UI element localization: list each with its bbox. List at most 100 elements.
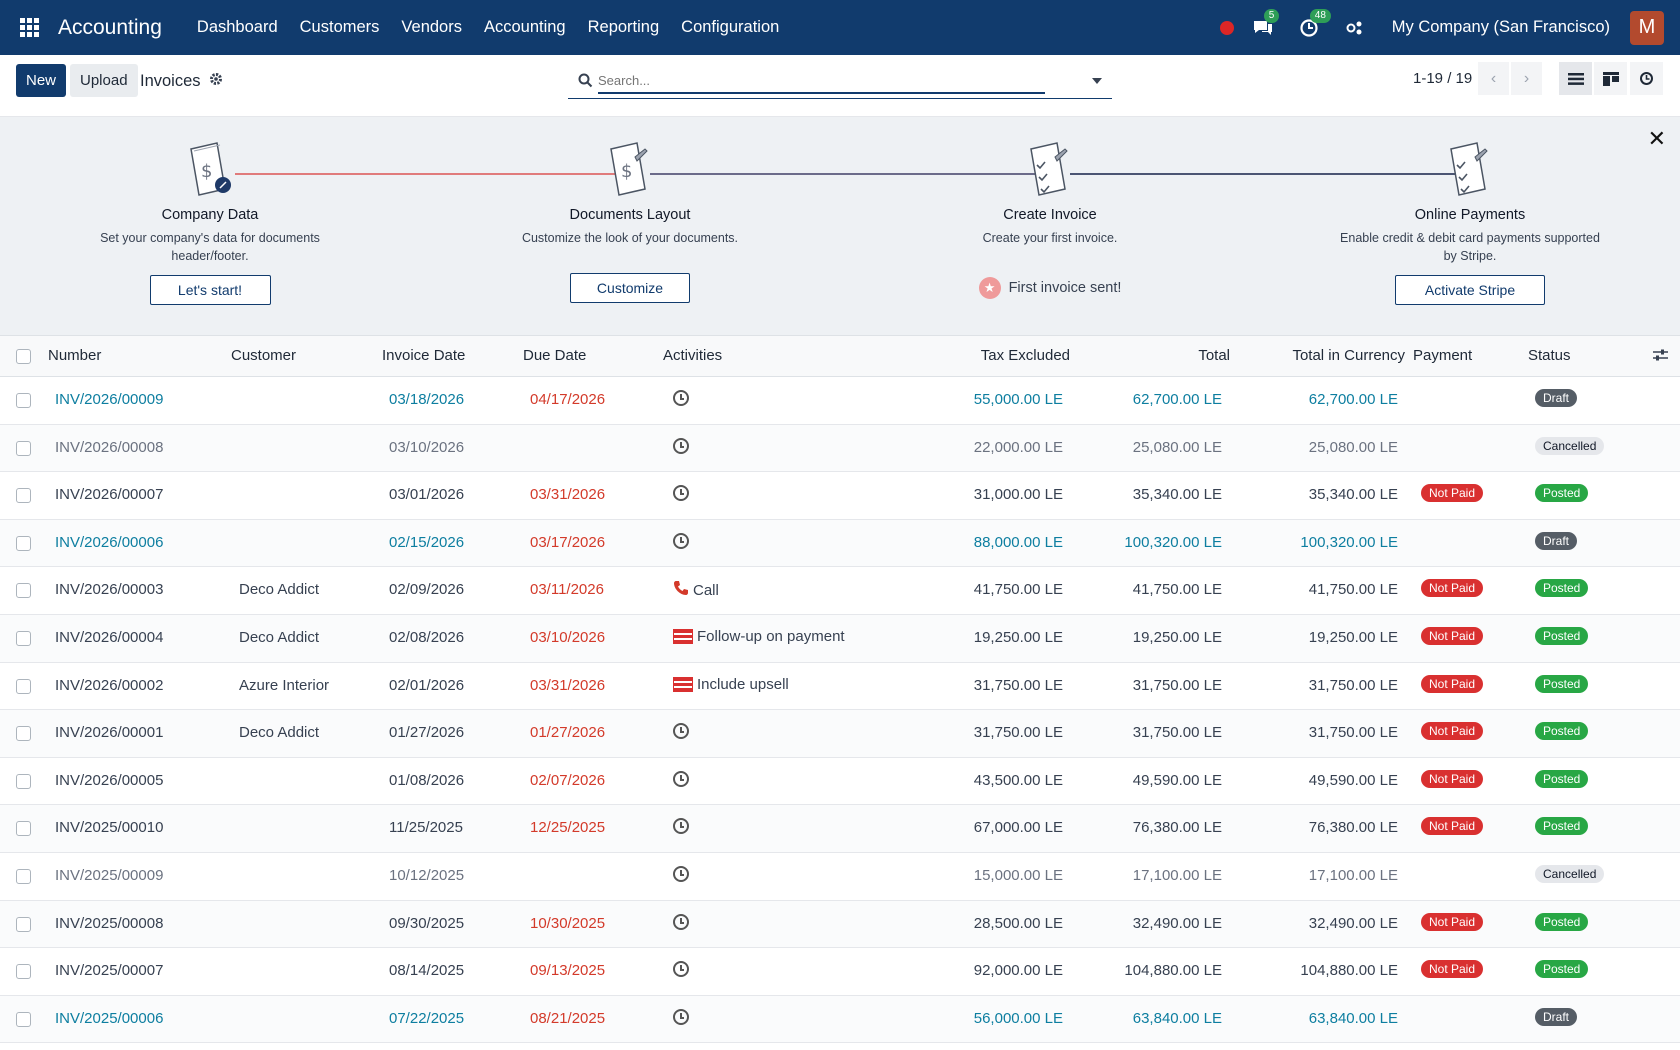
table-row[interactable]: INV/2026/00006 02/15/2026 03/17/2026 88,000… bbox=[0, 519, 1680, 568]
activity-cell[interactable] bbox=[673, 723, 693, 740]
activity-clock-icon[interactable] bbox=[673, 770, 689, 787]
row-checkbox[interactable] bbox=[16, 488, 31, 504]
activity-clock-icon[interactable] bbox=[673, 437, 689, 454]
row-checkbox[interactable] bbox=[16, 916, 31, 932]
optional-columns-icon[interactable] bbox=[1653, 348, 1668, 366]
invoice-number[interactable]: INV/2026/00002 bbox=[55, 676, 164, 694]
table-row[interactable]: INV/2025/00008 09/30/2025 10/30/2025 28,500… bbox=[0, 900, 1680, 949]
activity-cell[interactable] bbox=[673, 390, 693, 406]
invoice-number[interactable]: INV/2025/00009 bbox=[55, 866, 164, 884]
invoice-number[interactable]: INV/2025/00010 bbox=[55, 819, 164, 837]
activity-clock-icon[interactable] bbox=[673, 818, 689, 835]
header-total-in-currency[interactable]: Total in Currency bbox=[1292, 347, 1405, 364]
table-row[interactable]: INV/2026/00008 03/10/2026 22,000.00 LE 25,0… bbox=[0, 424, 1680, 473]
row-checkbox[interactable] bbox=[16, 868, 31, 884]
upload-button[interactable]: Upload bbox=[70, 64, 138, 97]
invoice-number[interactable]: INV/2026/00006 bbox=[55, 533, 164, 551]
invoice-number[interactable]: INV/2026/00003 bbox=[55, 581, 164, 599]
activity-cell[interactable] bbox=[673, 1008, 693, 1025]
pager-previous-icon[interactable]: ‹ bbox=[1478, 62, 1509, 95]
activity-view-icon[interactable] bbox=[1630, 62, 1663, 95]
activate-stripe-button[interactable]: Activate Stripe bbox=[1395, 275, 1545, 305]
activity-cell[interactable] bbox=[673, 961, 693, 978]
header-payment[interactable]: Payment bbox=[1413, 347, 1473, 364]
table-row[interactable]: INV/2025/00010 11/25/2025 12/25/2025 67,000… bbox=[0, 805, 1680, 853]
menu-customers[interactable]: Customers bbox=[299, 18, 380, 36]
activity-clock-icon[interactable] bbox=[673, 1008, 689, 1025]
row-checkbox[interactable] bbox=[16, 964, 31, 980]
gear-icon[interactable] bbox=[209, 72, 223, 91]
company-switcher[interactable]: My Company (San Francisco) bbox=[1391, 18, 1610, 36]
header-total[interactable]: Total bbox=[1198, 347, 1230, 364]
activity-clock-icon[interactable] bbox=[673, 390, 689, 406]
select-all-checkbox[interactable] bbox=[16, 349, 31, 364]
pager-next-icon[interactable]: › bbox=[1511, 62, 1542, 95]
menu-configuration[interactable]: Configuration bbox=[681, 18, 780, 36]
search-input[interactable] bbox=[598, 68, 1045, 94]
invoice-number[interactable]: INV/2026/00004 bbox=[55, 628, 164, 646]
invoice-number[interactable]: INV/2026/00005 bbox=[55, 771, 164, 789]
recording-indicator-icon[interactable] bbox=[1219, 20, 1234, 35]
activity-cell[interactable] bbox=[673, 865, 693, 882]
list-view-icon[interactable] bbox=[1559, 62, 1592, 95]
header-invoice-date[interactable]: Invoice Date bbox=[382, 347, 466, 364]
table-row[interactable]: INV/2026/00002 Azure Interior 02/01/2026 03… bbox=[0, 663, 1680, 711]
header-activities[interactable]: Activities bbox=[663, 347, 723, 364]
close-icon[interactable]: ✕ bbox=[1647, 126, 1666, 151]
activity-clock-icon[interactable] bbox=[673, 485, 689, 502]
kanban-view-icon[interactable] bbox=[1594, 62, 1627, 95]
header-customer[interactable]: Customer bbox=[231, 347, 297, 364]
row-checkbox[interactable] bbox=[16, 440, 31, 456]
activity-cell[interactable] bbox=[673, 770, 693, 787]
menu-vendors[interactable]: Vendors bbox=[401, 18, 462, 36]
customize-button[interactable]: Customize bbox=[570, 273, 690, 303]
table-row[interactable]: INV/2026/00004 Deco Addict 02/08/2026 03/10… bbox=[0, 614, 1680, 663]
table-row[interactable]: INV/2025/00009 10/12/2025 15,000.00 LE 17,1… bbox=[0, 853, 1680, 901]
activity-clock-icon[interactable] bbox=[673, 723, 689, 740]
invoice-number[interactable]: INV/2026/00007 bbox=[55, 486, 164, 504]
row-checkbox[interactable] bbox=[16, 821, 31, 837]
row-checkbox[interactable] bbox=[16, 678, 31, 694]
new-button[interactable]: New bbox=[16, 64, 67, 97]
search-options-toggle-icon[interactable] bbox=[1092, 78, 1102, 84]
row-checkbox[interactable] bbox=[16, 535, 31, 551]
header-number[interactable]: Number bbox=[48, 347, 102, 364]
invoice-number[interactable]: INV/2025/00006 bbox=[55, 1009, 164, 1027]
row-checkbox[interactable] bbox=[16, 630, 31, 646]
user-avatar[interactable]: M bbox=[1630, 10, 1664, 45]
pager-value[interactable]: 1-19 / 19 bbox=[1413, 70, 1473, 87]
lets-start-button[interactable]: Let's start! bbox=[149, 275, 271, 305]
activity-cell[interactable] bbox=[673, 437, 693, 454]
table-row[interactable]: INV/2026/00007 03/01/2026 03/31/2026 31,000… bbox=[0, 472, 1680, 520]
row-checkbox[interactable] bbox=[16, 773, 31, 789]
activity-cell[interactable] bbox=[673, 818, 693, 835]
invoice-number[interactable]: INV/2026/00009 bbox=[55, 391, 164, 408]
activity-cell[interactable]: Call bbox=[673, 580, 719, 600]
activity-cell[interactable]: Include upsell bbox=[673, 676, 789, 693]
invoice-number[interactable]: INV/2025/00007 bbox=[55, 962, 164, 980]
table-row[interactable]: INV/2025/00007 08/14/2025 09/13/2025 92,000… bbox=[0, 948, 1680, 996]
menu-accounting[interactable]: Accounting bbox=[483, 18, 566, 36]
activity-cell[interactable] bbox=[673, 485, 693, 502]
activity-cell[interactable] bbox=[673, 532, 693, 549]
app-brand[interactable]: Accounting bbox=[58, 15, 162, 39]
row-checkbox[interactable] bbox=[16, 583, 31, 599]
header-tax-excluded[interactable]: Tax Excluded bbox=[980, 347, 1070, 364]
table-row[interactable]: INV/2025/00006 07/22/2025 08/21/2025 56,000… bbox=[0, 995, 1680, 1044]
header-due-date[interactable]: Due Date bbox=[523, 347, 587, 364]
activity-clock-icon[interactable] bbox=[673, 532, 689, 549]
apps-menu-icon[interactable] bbox=[0, 0, 58, 55]
table-row[interactable]: INV/2026/00009 03/18/2026 04/17/2026 55,000… bbox=[0, 377, 1680, 425]
activity-clock-icon[interactable] bbox=[673, 961, 689, 978]
activity-cell[interactable]: Follow-up on payment bbox=[673, 628, 845, 645]
invoice-number[interactable]: INV/2026/00008 bbox=[55, 438, 164, 456]
invoice-number[interactable]: INV/2026/00001 bbox=[55, 724, 164, 742]
menu-dashboard[interactable]: Dashboard bbox=[196, 18, 278, 36]
messages-icon[interactable]: 5 bbox=[1250, 8, 1280, 41]
invoice-number[interactable]: INV/2025/00008 bbox=[55, 914, 164, 932]
header-status[interactable]: Status bbox=[1528, 347, 1571, 364]
table-row[interactable]: INV/2026/00005 01/08/2026 02/07/2026 43,500… bbox=[0, 758, 1680, 806]
row-checkbox[interactable] bbox=[16, 1011, 31, 1027]
activities-clock-icon[interactable]: 48 bbox=[1296, 8, 1331, 41]
activity-clock-icon[interactable] bbox=[673, 913, 689, 930]
